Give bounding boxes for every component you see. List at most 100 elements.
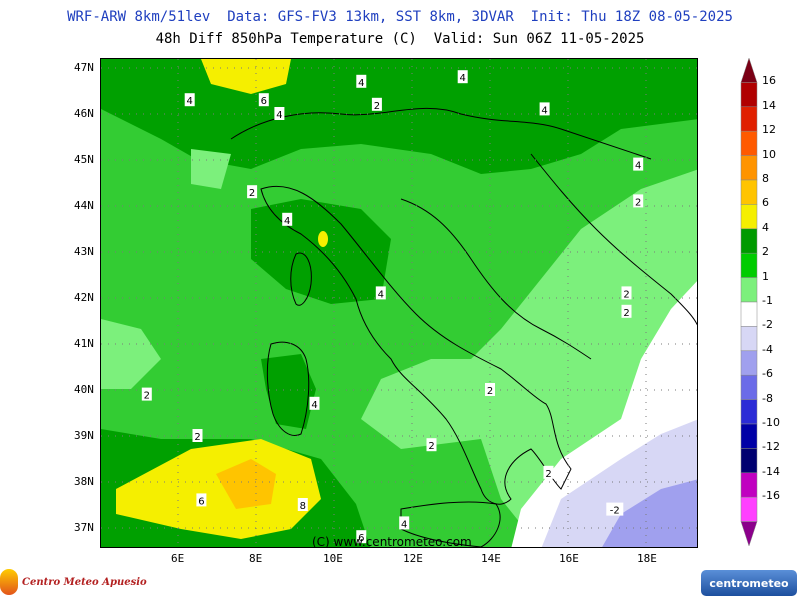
contour-label-box [192, 429, 203, 442]
colorbar-segment [740, 82, 758, 108]
colorbar-segment [740, 277, 758, 303]
contour-label: 4 [635, 161, 641, 172]
colorbar-label: -6 [762, 367, 773, 381]
contour-label-box [282, 212, 293, 226]
field-region-1to2-corsica [191, 149, 231, 189]
contour-label: 4 [284, 216, 290, 227]
contour-label: 4 [276, 110, 282, 121]
colorbar-label: 14 [762, 98, 776, 112]
contour-label-box [485, 383, 495, 396]
field-region-4to6-sardinia [261, 354, 316, 429]
contour-label-box [274, 107, 285, 120]
lon-label: 10E [323, 552, 343, 565]
colorbar-label: 1 [762, 269, 769, 283]
colorbar-segment [740, 521, 758, 546]
lat-label: 42N [74, 291, 94, 304]
contour-label-box [633, 157, 644, 171]
contour-label: 2 [487, 386, 493, 397]
contour-label-box [399, 516, 410, 530]
contour-label: 2 [194, 432, 200, 443]
colorbar-label: -4 [762, 342, 773, 356]
corsica-outline [290, 252, 312, 306]
contour-label: 2 [623, 289, 629, 300]
contour-label-box [356, 530, 367, 544]
colorbar-segment [740, 130, 758, 156]
lat-label: 46N [74, 107, 94, 120]
logo-badge-icon [0, 569, 18, 595]
colorbar-label: 16 [762, 74, 776, 88]
colorbar-segment [740, 106, 758, 132]
contour-label: 2 [144, 391, 150, 402]
colorbar-segment [740, 374, 758, 400]
field-region-1to2-west [101, 319, 161, 389]
map-header-line-1: WRF-ARW 8km/51lev Data: GFS-FV3 13km, SS… [67, 9, 733, 25]
lat-label: 41N [74, 337, 94, 350]
field-region-6to8-north [201, 59, 291, 94]
copyright-text: (C) www.centrometeo.com [312, 535, 472, 549]
balkan-coastline [530, 153, 697, 326]
lat-label: 37N [74, 521, 94, 534]
contour-label: 6 [261, 96, 267, 107]
colorbar-segment [740, 350, 758, 376]
colorbar-label: -1 [762, 294, 773, 307]
map-header-line-2: 48h Diff 850hPa Temperature (C) Valid: S… [155, 31, 645, 47]
colorbar-segment [740, 204, 758, 230]
contour-label: 6 [358, 533, 364, 544]
contour-label-box [141, 387, 152, 401]
contour-label: 2 [635, 197, 641, 208]
colorbar-label: -14 [762, 464, 780, 478]
italy-coastline [260, 185, 572, 505]
colorbar-label: -2 [762, 318, 773, 332]
contour-label-box [606, 502, 624, 516]
field-region-6to8-south [116, 439, 321, 539]
temperature-colorbar [740, 58, 758, 546]
colorbar-segment [740, 301, 758, 327]
contour-label-box [196, 493, 207, 507]
contour-label-box [309, 396, 320, 410]
contour-label: 4 [541, 105, 547, 116]
colorbar-segment [740, 496, 758, 522]
temperature-difference-map: 464424442424224222268646-22 [100, 58, 698, 548]
lat-label: 43N [74, 245, 94, 258]
field-region-8to10 [216, 459, 276, 509]
contour-label-box [184, 93, 195, 107]
contour-label-box [621, 304, 632, 318]
colorbar-segment [740, 155, 758, 181]
contour-label-box [371, 97, 382, 111]
colorbar-label: 10 [762, 147, 776, 161]
colorbar-segment [740, 472, 758, 498]
lat-label: 47N [74, 61, 94, 74]
colorbar-label: 12 [762, 123, 776, 137]
contour-label: 4 [187, 96, 193, 107]
lat-label: 44N [74, 199, 94, 212]
contour-label: 2 [545, 469, 551, 480]
contour-label: 2 [249, 188, 255, 199]
contour-label: 2 [374, 101, 380, 112]
colorbar-label: -10 [762, 416, 780, 429]
colorbar-label: 4 [762, 220, 769, 234]
lat-label: 39N [74, 429, 94, 442]
centro-meteo-apuesio-logo: Centro Meteo Apuesio [0, 568, 147, 596]
contour-label-box [457, 70, 468, 84]
adriatic-coastline [400, 198, 592, 360]
colorbar-label: 2 [762, 245, 769, 259]
contour-label-box [539, 102, 550, 116]
lon-label: 12E [403, 552, 423, 565]
map-canvas: 464424442424224222268646-22 [101, 59, 697, 547]
contour-label-box [297, 498, 308, 511]
colorbar-label: 8 [762, 172, 769, 185]
field-region-6to8-spot [318, 231, 328, 247]
lon-label: 18E [637, 552, 657, 565]
colorbar-label: 6 [762, 196, 769, 210]
sardinia-outline [266, 341, 310, 436]
contour-label-box [543, 465, 554, 479]
logo-right-text: centrometeo [709, 576, 789, 590]
lat-label: 45N [74, 153, 94, 166]
logo-left-text: Centro Meteo Apuesio [22, 576, 147, 588]
colorbar-segment [740, 399, 758, 425]
sicily-outline [400, 501, 501, 547]
colorbar-label: -16 [762, 489, 780, 503]
field-region-minus2to4 [602, 479, 697, 547]
grid-lines [101, 59, 697, 547]
contour-label-box [633, 194, 644, 208]
